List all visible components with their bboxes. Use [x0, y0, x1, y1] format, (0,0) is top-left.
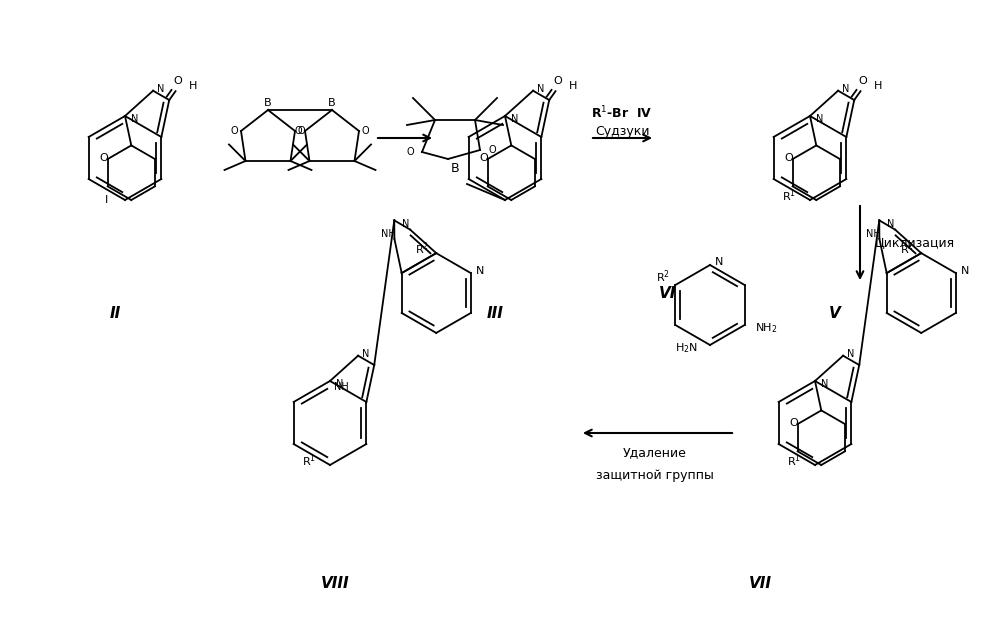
Text: N: N	[362, 349, 369, 359]
Text: O: O	[488, 145, 496, 155]
Text: защитной группы: защитной группы	[596, 469, 714, 482]
Text: H: H	[874, 81, 882, 91]
Text: B: B	[328, 98, 336, 109]
Text: N: N	[336, 379, 343, 390]
Text: O: O	[790, 418, 798, 428]
Text: H: H	[569, 81, 577, 91]
Text: O: O	[785, 152, 793, 163]
Text: III: III	[487, 305, 503, 320]
Text: VI: VI	[659, 285, 677, 300]
Text: Циклизация: Циклизация	[875, 237, 955, 249]
Text: R$^1$: R$^1$	[787, 453, 801, 469]
Text: V: V	[829, 305, 841, 320]
Text: O: O	[858, 76, 867, 86]
Text: O: O	[553, 76, 562, 86]
Text: O: O	[100, 152, 108, 163]
Text: N: N	[816, 114, 823, 124]
Text: O: O	[362, 126, 369, 136]
Text: N: N	[842, 84, 849, 94]
Text: B: B	[451, 161, 459, 174]
Text: VII: VII	[748, 575, 772, 590]
Text: N: N	[131, 114, 138, 124]
Text: Судзуки: Судзуки	[595, 125, 649, 138]
Text: O: O	[295, 126, 302, 136]
Text: B: B	[264, 98, 272, 109]
Text: NH: NH	[334, 383, 349, 392]
Text: O: O	[298, 126, 305, 136]
Text: N: N	[887, 219, 894, 229]
Text: R$^1$: R$^1$	[302, 453, 316, 469]
Text: R$^1$: R$^1$	[782, 188, 796, 204]
Text: N: N	[960, 266, 969, 276]
Text: Удаление: Удаление	[623, 446, 687, 460]
Text: N: N	[821, 379, 828, 390]
Text: N: N	[475, 266, 484, 276]
Text: I: I	[104, 195, 108, 205]
Text: N: N	[157, 84, 164, 94]
Text: R$^2$: R$^2$	[415, 241, 429, 257]
Text: VIII: VIII	[321, 575, 349, 590]
Text: R$^2$: R$^2$	[900, 241, 914, 257]
Text: N: N	[847, 349, 854, 359]
Text: R$^2$: R$^2$	[656, 269, 670, 285]
Text: O: O	[480, 152, 488, 163]
Text: O: O	[406, 147, 414, 157]
Text: H$_2$N: H$_2$N	[675, 341, 698, 355]
Text: O: O	[173, 76, 182, 86]
Text: NH: NH	[866, 228, 881, 239]
Text: NH: NH	[381, 228, 396, 239]
Text: R$^1$-Br  IV: R$^1$-Br IV	[591, 105, 653, 122]
Text: O: O	[231, 126, 238, 136]
Text: N: N	[402, 219, 409, 229]
Text: H: H	[189, 81, 197, 91]
Text: N: N	[537, 84, 544, 94]
Text: NH$_2$: NH$_2$	[755, 322, 778, 335]
Text: N: N	[511, 114, 518, 124]
Text: II: II	[109, 305, 121, 320]
Text: N: N	[715, 257, 723, 267]
